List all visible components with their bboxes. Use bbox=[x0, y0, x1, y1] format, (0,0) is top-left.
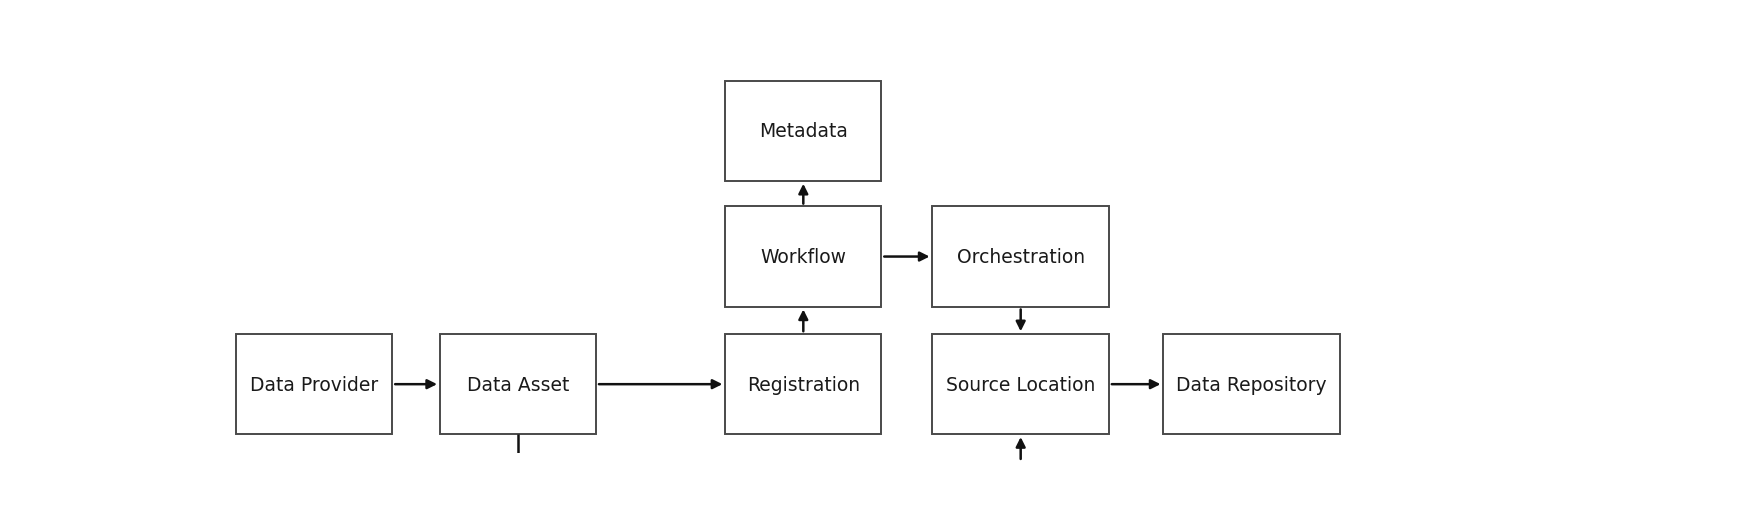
Bar bbox=[237, 334, 393, 434]
Bar bbox=[1164, 334, 1339, 434]
Bar bbox=[726, 207, 882, 307]
Bar bbox=[933, 334, 1110, 434]
Bar bbox=[933, 207, 1110, 307]
Text: Metadata: Metadata bbox=[759, 122, 848, 141]
Text: Data Asset: Data Asset bbox=[466, 375, 570, 394]
Text: Data Provider: Data Provider bbox=[251, 375, 379, 394]
Bar bbox=[726, 81, 882, 182]
Bar bbox=[440, 334, 596, 434]
Text: Source Location: Source Location bbox=[947, 375, 1096, 394]
Bar bbox=[726, 334, 882, 434]
Text: Orchestration: Orchestration bbox=[957, 247, 1085, 267]
Text: Data Repository: Data Repository bbox=[1176, 375, 1327, 394]
Text: Workflow: Workflow bbox=[761, 247, 847, 267]
Text: Registration: Registration bbox=[747, 375, 861, 394]
